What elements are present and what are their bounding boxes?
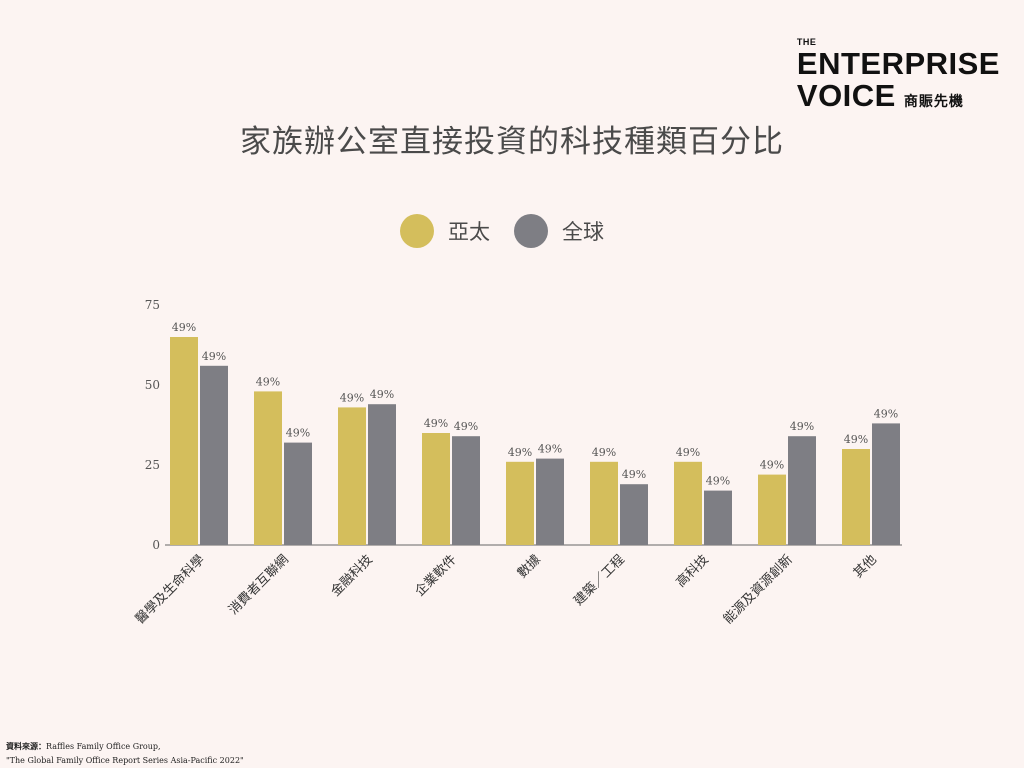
bar-global <box>200 365 228 545</box>
y-tick-label: 75 <box>145 298 160 312</box>
x-tick-label: 消費者互聯網 <box>226 552 292 618</box>
bar-asia <box>170 337 198 545</box>
legend-swatch-global <box>514 214 548 248</box>
data-label-asia: 49% <box>340 391 364 404</box>
data-label-asia: 49% <box>172 321 196 334</box>
bar-global <box>872 423 900 545</box>
data-label-global: 49% <box>790 420 814 433</box>
data-label-global: 49% <box>706 475 730 488</box>
legend-swatch-asia <box>400 214 434 248</box>
logo-voice: VOICE <box>796 78 896 113</box>
bar-asia <box>590 461 618 545</box>
chart-legend: 亞太 全球 <box>400 214 628 248</box>
x-tick-label: 金融科技 <box>328 552 376 600</box>
source-line-1: 資料來源：Raffles Family Office Group, <box>6 740 244 754</box>
bar-global <box>704 490 732 545</box>
source-line-2: "The Global Family Office Report Series … <box>6 756 244 765</box>
data-label-global: 49% <box>622 468 646 481</box>
source-label: 資料來源： <box>6 742 46 751</box>
legend-item-global: 全球 <box>514 214 604 248</box>
bar-asia <box>842 449 870 545</box>
data-label-asia: 49% <box>424 417 448 430</box>
logo-chinese: 商賑先機 <box>903 93 964 109</box>
bar-asia <box>338 407 366 545</box>
y-tick-label: 25 <box>145 458 160 472</box>
logo-the: THE <box>796 37 817 47</box>
x-tick-label: 建築／工程 <box>571 552 628 609</box>
data-label-asia: 49% <box>256 375 280 388</box>
bar-asia <box>758 474 786 545</box>
data-label-asia: 49% <box>676 446 700 459</box>
source-note: 資料來源：Raffles Family Office Group, "The G… <box>6 740 244 768</box>
bar-global <box>452 436 480 545</box>
chart-title: 家族辦公室直接投資的科技種類百分比 <box>240 124 784 160</box>
bar-asia <box>674 461 702 545</box>
data-label-global: 49% <box>538 443 562 456</box>
brand-logo: THE ENTERPRISE VOICE 商賑先機 <box>796 37 1000 112</box>
x-tick-label: 醫學及生命科學 <box>132 552 208 628</box>
bar-asia <box>254 391 282 545</box>
logo-voice-row: VOICE 商賑先機 <box>797 80 1000 111</box>
bar-global <box>284 442 312 545</box>
data-label-asia: 49% <box>592 446 616 459</box>
bar-asia <box>422 433 450 545</box>
data-label-global: 49% <box>370 388 394 401</box>
bar-asia <box>506 461 534 545</box>
data-label-global: 49% <box>874 407 898 420</box>
bar-global <box>788 436 816 545</box>
legend-item-asia: 亞太 <box>400 214 490 248</box>
logo-enterprise: ENTERPRISE <box>796 46 1000 81</box>
data-label-asia: 49% <box>508 446 532 459</box>
bar-global <box>368 404 396 545</box>
x-tick-label: 其他 <box>851 552 880 581</box>
source-org: Raffles Family Office Group, <box>46 742 161 751</box>
bar-global <box>620 484 648 545</box>
y-tick-label: 50 <box>145 378 160 392</box>
bar-global <box>536 458 564 545</box>
data-label-global: 49% <box>286 427 310 440</box>
x-tick-label: 能源及資源創新 <box>720 552 796 628</box>
data-label-asia: 49% <box>760 459 784 472</box>
data-label-asia: 49% <box>844 433 868 446</box>
data-label-global: 49% <box>454 420 478 433</box>
x-tick-label: 企業軟件 <box>412 552 460 600</box>
legend-label-asia: 亞太 <box>448 220 490 244</box>
x-tick-label: 高科技 <box>673 552 712 591</box>
x-tick-label: 數據 <box>515 552 544 581</box>
legend-label-global: 全球 <box>562 220 604 244</box>
y-tick-label: 0 <box>152 538 160 552</box>
data-label-global: 49% <box>202 350 226 363</box>
